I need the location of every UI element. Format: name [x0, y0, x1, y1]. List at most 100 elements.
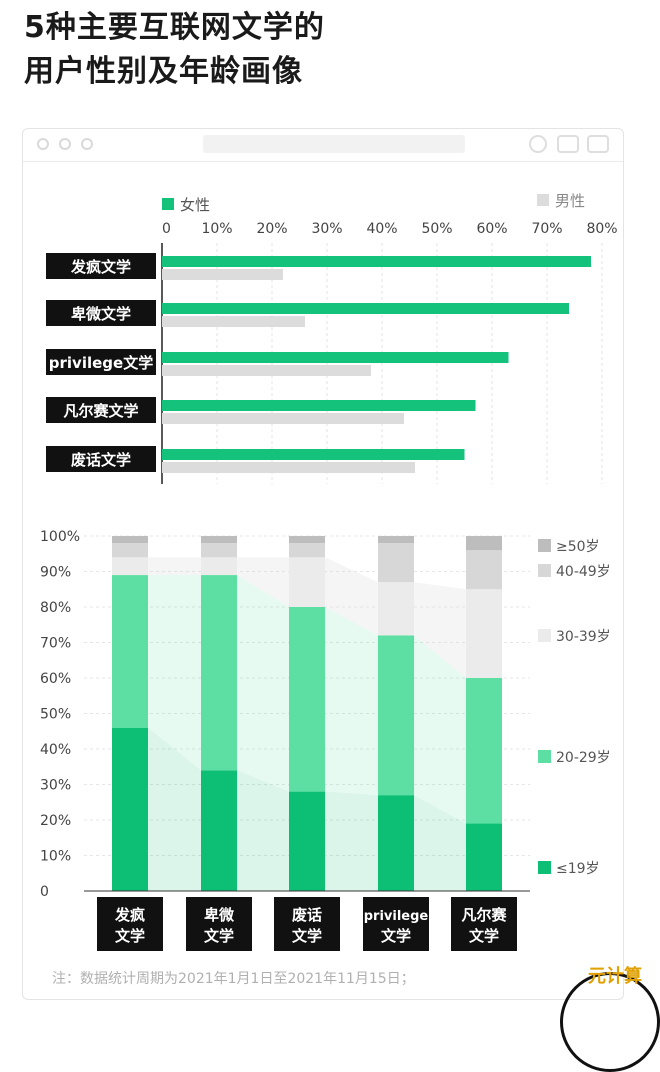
stack-seg-20-29: [378, 635, 414, 796]
bar-female: [162, 352, 509, 363]
window-maximize-icon[interactable]: [81, 138, 93, 150]
bar-male: [162, 316, 305, 327]
stack-seg-under-19: [289, 791, 325, 891]
stack-seg-30-39: [201, 557, 237, 576]
y-tick-label: 100%: [40, 529, 80, 545]
title-line-2: 用户性别及年龄画像: [24, 54, 303, 89]
window-close-icon[interactable]: [37, 138, 49, 150]
category-label-line2: 文学: [115, 927, 145, 945]
x-tick-label: 10%: [201, 221, 232, 237]
charts-canvas: 女性 男性0 10% 20% 30% 40% 50% 60% 70% 80%发疯文学卑微文学pri…: [40, 192, 618, 951]
stack-seg-over-50: [201, 536, 237, 544]
window-minimize-icon[interactable]: [59, 138, 71, 150]
toolbar-square-icon[interactable]: [557, 135, 579, 153]
x-tick-label: 0: [162, 221, 171, 237]
category-label-line1: 凡尔赛: [461, 906, 507, 924]
y-tick-label: 80%: [40, 600, 71, 616]
legend-label-age: 40-49岁: [556, 564, 611, 580]
page-title: 5种主要互联网文学的 用户性别及年龄画像: [24, 6, 325, 94]
stack-seg-30-39: [378, 582, 414, 636]
stack-seg-under-19: [466, 823, 502, 891]
toolbar-circle-icon[interactable]: [529, 135, 547, 153]
address-bar[interactable]: [203, 135, 465, 153]
category-label-line2: 文学: [381, 927, 411, 945]
stack-seg-20-29: [466, 678, 502, 824]
legend-swatch-age: [538, 564, 551, 577]
toolbar-window-icon[interactable]: [587, 135, 609, 153]
corner-watermark: 元计算: [588, 966, 642, 987]
stack-seg-40-49: [466, 550, 502, 590]
y-tick-label: 70%: [40, 636, 71, 652]
stack-seg-over-50: [289, 536, 325, 544]
y-tick-label: 30%: [40, 778, 71, 794]
category-label-line2: 文学: [204, 927, 234, 945]
category-label-box: [186, 897, 252, 951]
y-tick-label: 60%: [40, 671, 71, 687]
category-label-box: [46, 397, 156, 423]
bar-male: [162, 462, 415, 473]
category-label: 发疯文学: [70, 258, 131, 276]
legend-label-male: 男性: [555, 192, 585, 210]
stack-seg-under-19: [112, 727, 148, 891]
category-label-box: [274, 897, 340, 951]
legend-label-age: ≥50岁: [556, 539, 600, 555]
legend-label-age: ≤19岁: [556, 861, 600, 877]
stack-seg-over-50: [112, 536, 148, 544]
bar-female: [162, 400, 476, 411]
x-tick-label: 40%: [366, 221, 397, 237]
legend-swatch-age: [538, 629, 551, 642]
bar-male: [162, 365, 371, 376]
bar-female: [162, 303, 569, 314]
legend-swatch-age: [538, 861, 551, 874]
stack-seg-under-19: [378, 795, 414, 891]
y-tick-label: 50%: [40, 707, 71, 723]
stack-seg-30-39: [466, 589, 502, 678]
y-tick-label: 40%: [40, 742, 71, 758]
category-label: 卑微文学: [71, 305, 131, 323]
legend-swatch-female: [162, 198, 174, 210]
stack-seg-40-49: [378, 543, 414, 583]
stack-seg-over-50: [378, 536, 414, 544]
window-toolbar: [23, 129, 623, 162]
legend-swatch-male: [537, 194, 549, 206]
category-label-line2: 文学: [469, 927, 499, 945]
x-tick-label: 80%: [586, 221, 617, 237]
category-label-line1: 废话: [292, 906, 322, 924]
stack-seg-20-29: [201, 575, 237, 771]
category-label-box: [46, 349, 156, 375]
bar-male: [162, 413, 404, 424]
stack-seg-20-29: [289, 607, 325, 792]
category-label: 废话文学: [71, 451, 131, 469]
legend-swatch-age: [538, 539, 551, 552]
category-label-box: [363, 897, 429, 951]
x-tick-label: 50%: [421, 221, 452, 237]
legend-label-female: 女性: [180, 196, 210, 214]
category-label-line2: 文学: [292, 927, 322, 945]
category-label-box: [46, 300, 156, 326]
bar-female: [162, 449, 465, 460]
y-tick-label: 10%: [40, 849, 71, 865]
bar-female: [162, 256, 591, 267]
y-tick-label: 20%: [40, 813, 71, 829]
bar-male: [162, 269, 283, 280]
stack-seg-40-49: [289, 543, 325, 558]
x-tick-label: 70%: [531, 221, 562, 237]
category-label: 凡尔赛文学: [63, 402, 138, 420]
legend-swatch-age: [538, 750, 551, 763]
category-label-box: [46, 446, 156, 472]
category-label-line1: 卑微: [204, 906, 235, 924]
category-label-box: [97, 897, 163, 951]
stack-seg-over-50: [466, 536, 502, 551]
stack-seg-under-19: [201, 770, 237, 891]
stack-seg-20-29: [112, 575, 148, 728]
category-label-line1: privilege: [364, 909, 429, 924]
category-label: privilege文学: [49, 354, 153, 372]
stack-seg-40-49: [201, 543, 237, 558]
legend-label-age: 30-39岁: [556, 629, 611, 645]
y-tick-label: 0: [40, 884, 49, 900]
y-tick-label: 90%: [40, 565, 71, 581]
x-tick-label: 60%: [476, 221, 507, 237]
footnote: 注：数据统计周期为2021年1月1日至2021年11月15日；: [52, 971, 415, 987]
category-label-box: [451, 897, 517, 951]
stack-seg-30-39: [289, 557, 325, 607]
